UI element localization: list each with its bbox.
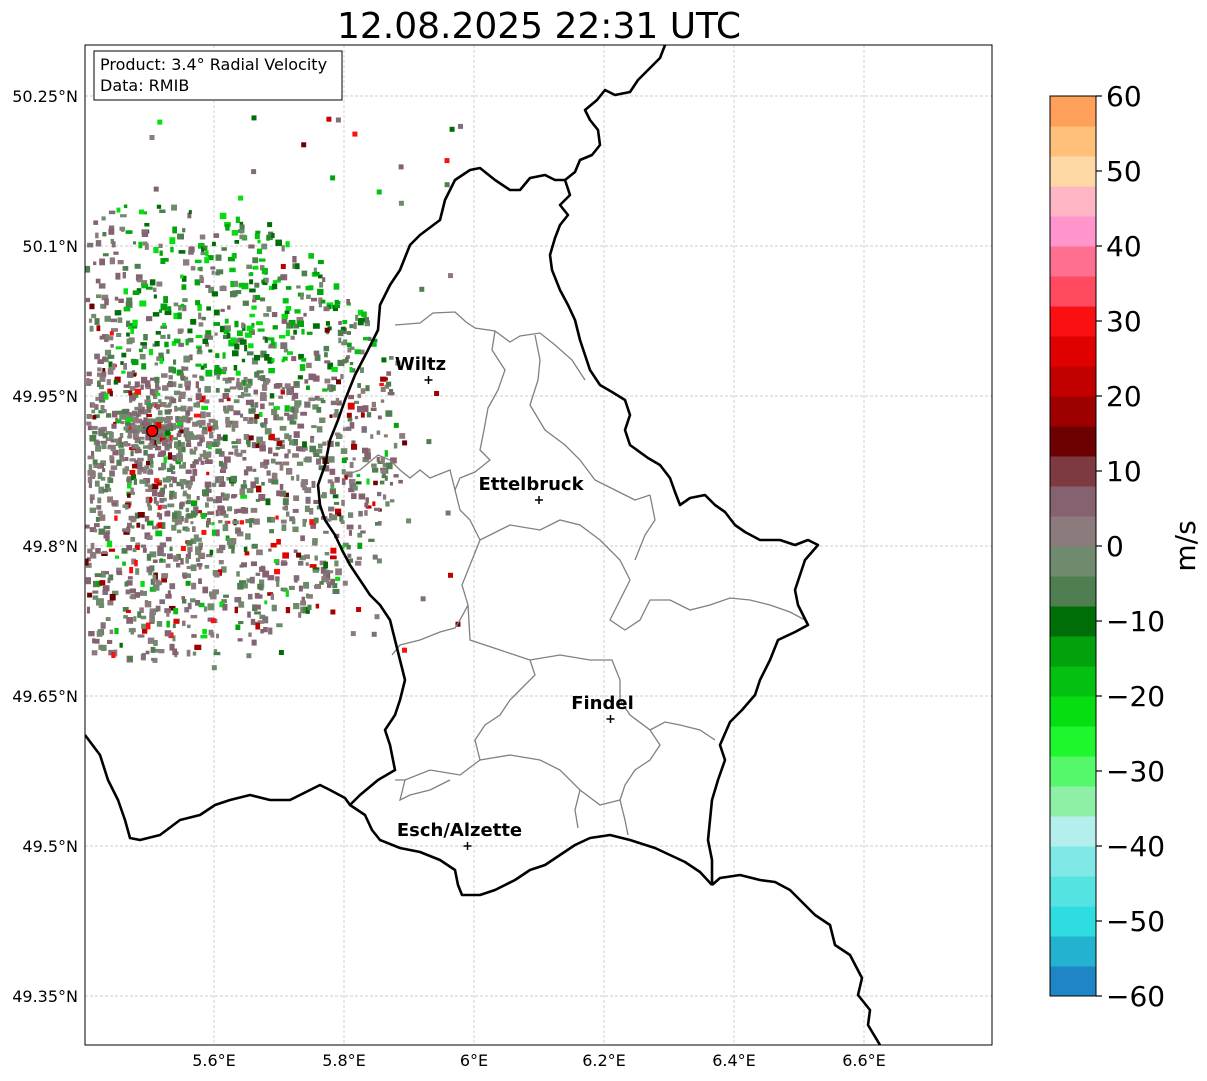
lon-tick-label: 6.6°E [842, 1051, 886, 1070]
radar-site-marker [146, 424, 159, 438]
colorbar-segment [1050, 816, 1096, 847]
colorbar-tick-label: −50 [1106, 905, 1165, 938]
colorbar-segment [1050, 486, 1096, 517]
colorbar-tick-label: −10 [1106, 605, 1165, 638]
info-product: Product: 3.4° Radial Velocity [100, 55, 327, 74]
colorbar-segment [1050, 876, 1096, 907]
colorbar: 60 50 40 30 20 10 0 −10 −20 −30 −40 −50 −60 [1049, 80, 1165, 1013]
lat-tick-label: 50.25°N [12, 87, 78, 106]
national-borders [85, 45, 882, 1045]
info-box: Product: 3.4° Radial Velocity Data: RMIB [93, 50, 343, 101]
colorbar-segment [1050, 726, 1096, 757]
lat-tick-label: 49.95°N [12, 387, 78, 406]
city-markers: Wiltz Ettelbruck Findel Esch/Alzette [395, 354, 634, 850]
colorbar-tick-label: −60 [1106, 980, 1165, 1013]
lon-tick-label: 6°E [460, 1051, 488, 1070]
colorbar-segment [1050, 186, 1096, 217]
colorbar-segment [1050, 156, 1096, 187]
lat-tick-label: 49.35°N [12, 987, 78, 1006]
colorbar-segment [1050, 366, 1096, 397]
colorbar-segment [1050, 666, 1096, 697]
city-marker [463, 842, 472, 850]
colorbar-tick-label: 20 [1106, 380, 1142, 413]
lon-tick-label: 6.2°E [582, 1051, 626, 1070]
colorbar-segment [1050, 336, 1096, 367]
axis-tick-labels: 5.6°E 5.8°E 6°E 6.2°E 6.4°E 6.6°E 50.25°N 50.1°… [12, 87, 886, 1070]
colorbar-segment [1050, 756, 1096, 787]
colorbar-segment [1050, 276, 1096, 307]
colorbar-segment [1050, 396, 1096, 427]
city-marker [535, 496, 543, 504]
colorbar-segment [1050, 696, 1096, 727]
colorbar-tick-label: 40 [1106, 230, 1142, 263]
lat-tick-label: 49.8°N [22, 537, 78, 556]
colorbar-segment [1050, 846, 1096, 877]
colorbar-tick-label: −20 [1106, 680, 1165, 713]
colorbar-segment [1050, 516, 1096, 547]
colorbar-segment [1050, 636, 1096, 667]
lat-tick-label: 49.5°N [22, 837, 78, 856]
city-marker [424, 376, 433, 384]
colorbar-tick-label: 50 [1106, 155, 1142, 188]
city-label: Findel [571, 693, 634, 714]
colorbar-segment [1050, 606, 1096, 637]
lon-tick-label: 6.4°E [712, 1051, 756, 1070]
colorbar-segment [1050, 126, 1096, 157]
colorbar-tick-label: 30 [1106, 305, 1142, 338]
colorbar-tick-label: 0 [1106, 530, 1124, 563]
colorbar-segment [1050, 906, 1096, 937]
city-label: Ettelbruck [478, 474, 584, 495]
colorbar-segment [1050, 786, 1096, 817]
city-label: Esch/Alzette [397, 820, 522, 841]
colorbar-segment [1050, 456, 1096, 487]
lat-tick-label: 49.65°N [12, 687, 78, 706]
colorbar-segment [1050, 576, 1096, 607]
lat-tick-label: 50.1°N [22, 237, 78, 256]
colorbar-tick-label: 60 [1106, 80, 1142, 113]
lon-tick-label: 5.6°E [192, 1051, 236, 1070]
colorbar-segment [1050, 306, 1096, 337]
info-source: Data: RMIB [100, 76, 189, 95]
colorbar-segment [1050, 546, 1096, 577]
colorbar-tick-label: −40 [1106, 830, 1165, 863]
colorbar-tick-label: 10 [1106, 455, 1142, 488]
lon-tick-label: 5.8°E [322, 1051, 366, 1070]
velocity-echoes [85, 115, 463, 671]
city-label: Wiltz [395, 354, 446, 375]
colorbar-segment [1050, 936, 1096, 967]
colorbar-segment [1050, 96, 1096, 127]
canton-boundaries [344, 311, 806, 836]
map-title: 12.08.2025 22:31 UTC [337, 6, 741, 47]
colorbar-segment [1050, 216, 1096, 247]
map-frame [84, 44, 993, 1046]
colorbar-unit-label: m/s [1169, 520, 1202, 571]
colorbar-segment [1050, 966, 1096, 997]
colorbar-segment [1050, 426, 1096, 457]
city-marker [606, 715, 615, 723]
colorbar-tick-label: −30 [1106, 755, 1165, 788]
colorbar-segment [1050, 246, 1096, 277]
